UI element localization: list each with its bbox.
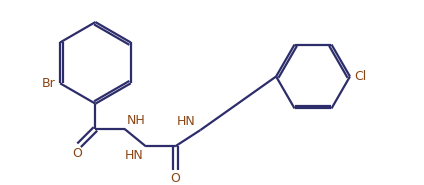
Text: HN: HN — [125, 149, 144, 162]
Text: HN: HN — [177, 115, 196, 128]
Text: Cl: Cl — [354, 70, 366, 83]
Text: NH: NH — [126, 114, 145, 127]
Text: O: O — [72, 147, 82, 160]
Text: Br: Br — [42, 77, 56, 90]
Text: O: O — [170, 172, 180, 185]
